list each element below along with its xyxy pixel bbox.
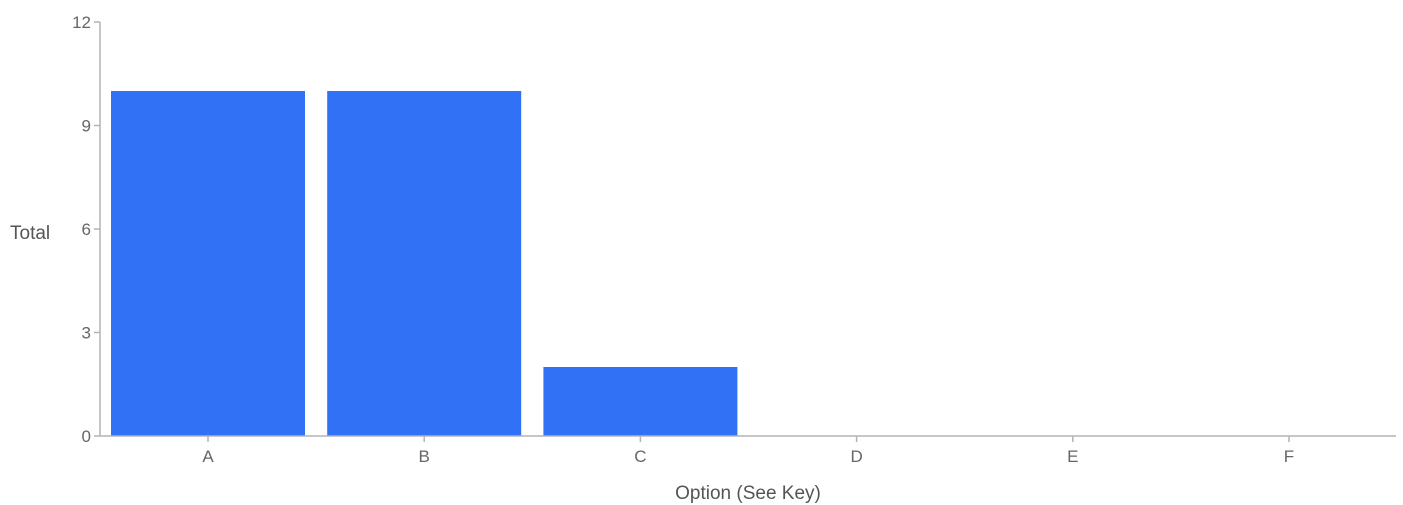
bars — [111, 91, 738, 436]
x-tick-label-c: C — [634, 447, 646, 466]
x-axis-title: Option (See Key) — [675, 483, 821, 504]
bar-b — [327, 91, 522, 436]
x-tick-label-f: F — [1284, 447, 1294, 466]
y-tick-label: 12 — [72, 13, 91, 32]
y-axis-ticks: 0 3 6 9 12 — [72, 13, 100, 446]
y-tick-label: 6 — [82, 220, 91, 239]
x-axis-ticks: A B C D E F — [202, 436, 1294, 466]
y-tick-label: 0 — [82, 427, 91, 446]
bar-a — [111, 91, 305, 436]
x-tick-label-d: D — [850, 447, 862, 466]
y-axis-title: Total — [10, 223, 50, 244]
y-tick-label: 9 — [82, 117, 91, 136]
x-tick-label-e: E — [1067, 447, 1078, 466]
bar-c — [543, 367, 738, 436]
x-tick-label-b: B — [419, 447, 430, 466]
y-tick-label: 3 — [82, 324, 91, 343]
x-tick-label-a: A — [202, 447, 214, 466]
